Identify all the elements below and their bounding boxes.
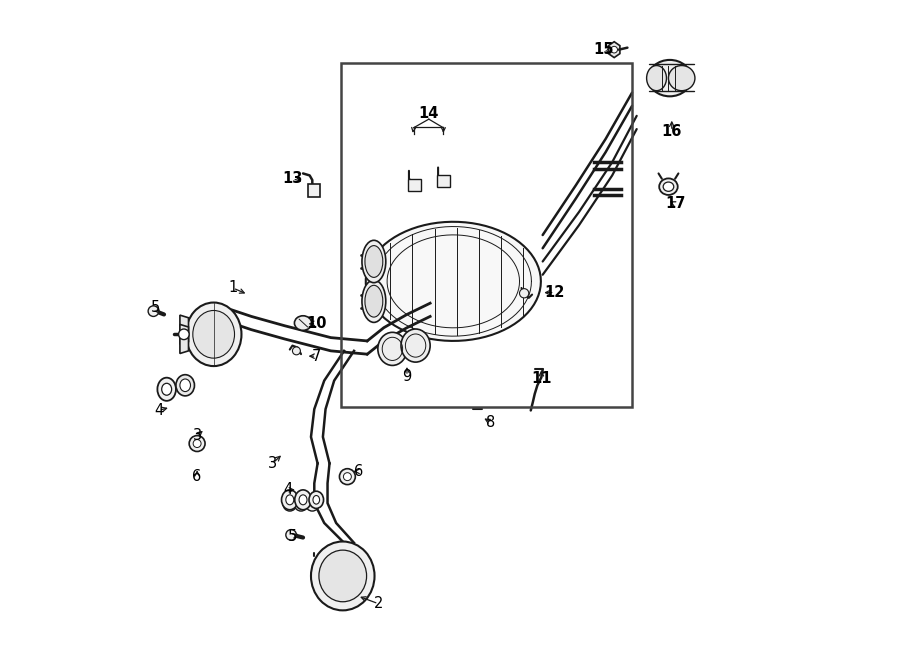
Text: 6: 6	[193, 469, 202, 484]
Text: 1: 1	[229, 281, 238, 295]
Polygon shape	[180, 324, 188, 354]
Ellipse shape	[659, 178, 678, 195]
Text: 3: 3	[193, 428, 202, 443]
Ellipse shape	[362, 240, 386, 283]
Ellipse shape	[362, 280, 386, 322]
Text: 4: 4	[284, 483, 292, 497]
Text: 5: 5	[288, 529, 297, 544]
Polygon shape	[608, 42, 620, 58]
Text: 7: 7	[311, 349, 321, 363]
Circle shape	[194, 440, 201, 448]
Ellipse shape	[186, 303, 241, 366]
Circle shape	[294, 498, 308, 511]
Text: 6: 6	[354, 464, 364, 479]
Text: 14: 14	[418, 107, 439, 121]
Ellipse shape	[313, 495, 320, 504]
Circle shape	[148, 306, 158, 316]
Text: 10: 10	[306, 316, 327, 330]
Text: 16: 16	[662, 124, 682, 138]
Text: 5: 5	[151, 301, 160, 315]
Text: 3: 3	[268, 456, 277, 471]
Circle shape	[344, 473, 351, 481]
Circle shape	[286, 530, 296, 540]
Polygon shape	[365, 222, 541, 341]
Bar	[308, 184, 320, 197]
Text: 9: 9	[402, 369, 411, 383]
Ellipse shape	[663, 182, 674, 191]
Circle shape	[306, 498, 319, 511]
Ellipse shape	[364, 246, 382, 277]
Ellipse shape	[286, 495, 293, 504]
Ellipse shape	[378, 332, 407, 365]
Circle shape	[292, 347, 301, 355]
Circle shape	[178, 329, 189, 340]
Circle shape	[284, 498, 296, 511]
Ellipse shape	[193, 310, 235, 358]
Text: 8: 8	[486, 415, 496, 430]
Ellipse shape	[648, 60, 691, 97]
Ellipse shape	[176, 375, 194, 396]
Bar	[408, 179, 421, 191]
Ellipse shape	[319, 550, 366, 602]
Ellipse shape	[295, 490, 311, 510]
Circle shape	[519, 289, 529, 298]
Text: 11: 11	[531, 371, 552, 386]
Polygon shape	[180, 315, 188, 344]
Ellipse shape	[309, 491, 324, 508]
Ellipse shape	[294, 316, 311, 330]
Bar	[436, 175, 450, 187]
Text: 12: 12	[544, 285, 565, 300]
Text: 2: 2	[374, 596, 383, 611]
Text: 15: 15	[593, 42, 614, 57]
Ellipse shape	[282, 490, 298, 510]
Ellipse shape	[401, 329, 430, 362]
Ellipse shape	[646, 66, 667, 91]
Text: 4: 4	[154, 403, 163, 418]
Text: 17: 17	[665, 197, 685, 211]
Ellipse shape	[180, 379, 191, 391]
Ellipse shape	[158, 377, 176, 401]
Ellipse shape	[669, 66, 695, 91]
Ellipse shape	[311, 542, 374, 610]
Ellipse shape	[364, 285, 382, 317]
Text: 13: 13	[283, 171, 302, 186]
Ellipse shape	[299, 495, 307, 504]
Ellipse shape	[162, 383, 172, 395]
Circle shape	[611, 46, 617, 53]
Bar	[341, 63, 632, 407]
Circle shape	[189, 436, 205, 451]
Circle shape	[339, 469, 356, 485]
